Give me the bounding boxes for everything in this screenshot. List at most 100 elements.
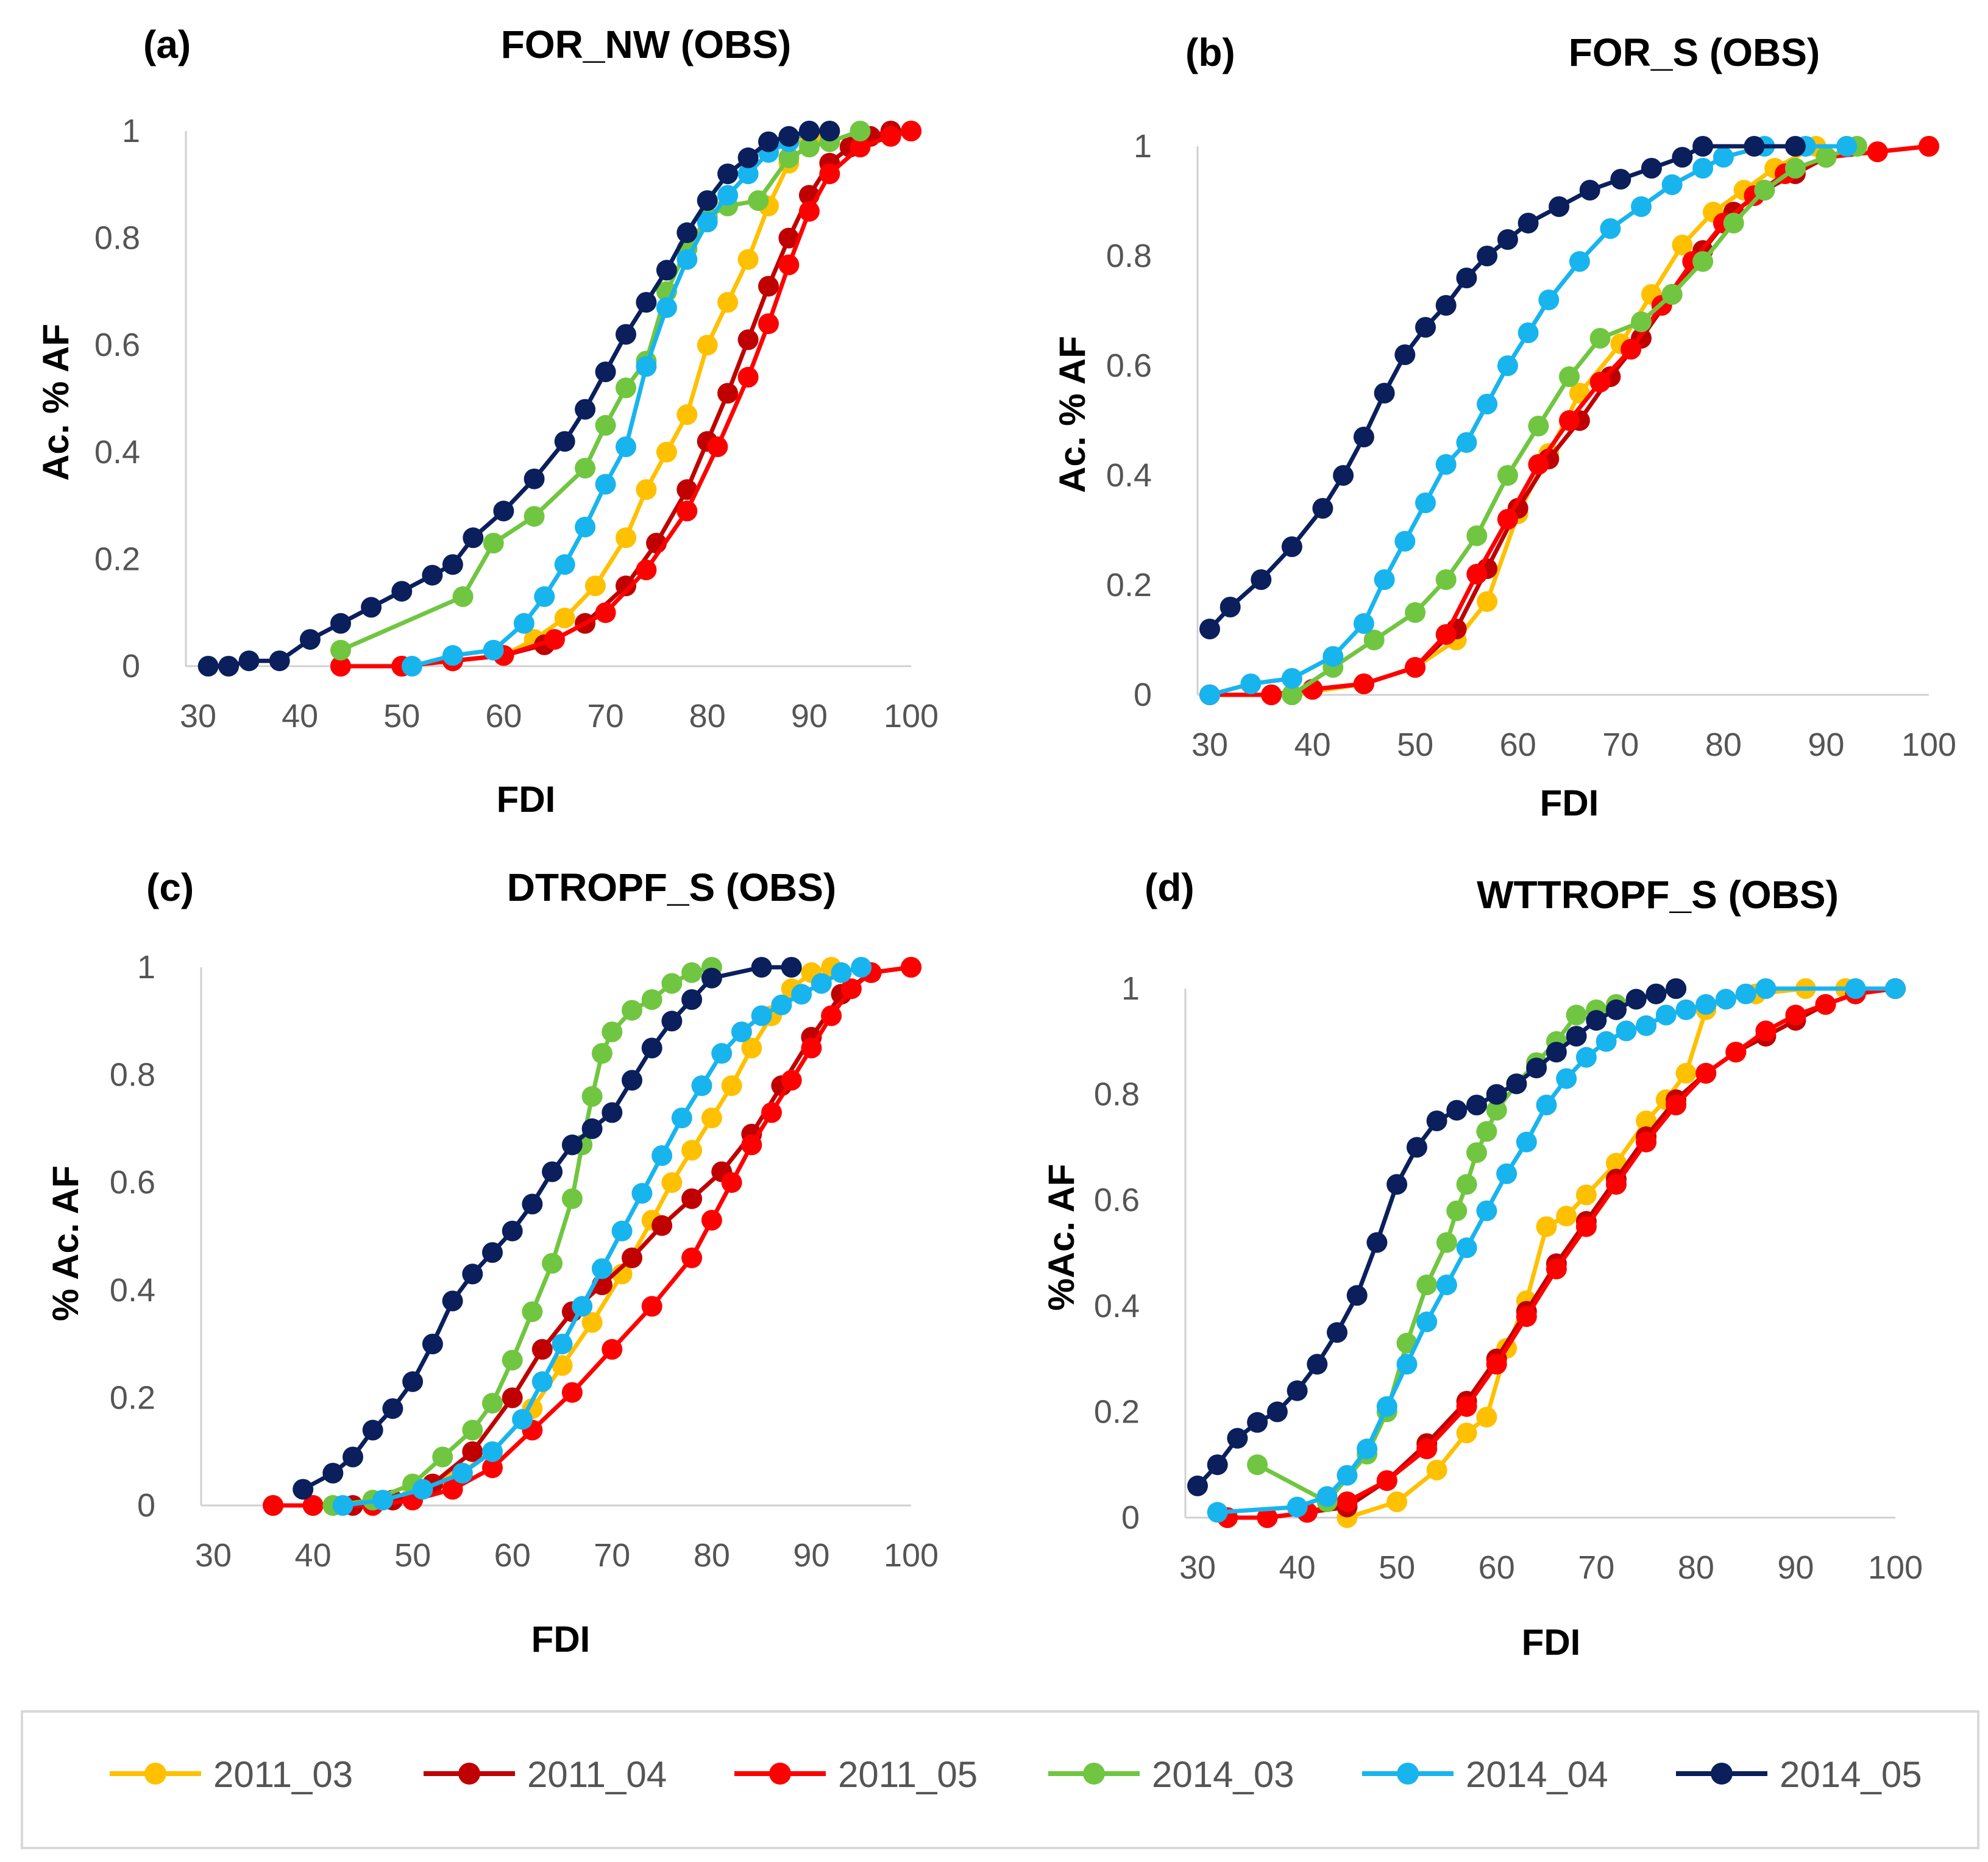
data-point-2014_05 (1744, 136, 1765, 157)
data-point-2011_05 (1405, 657, 1426, 678)
data-point-2011_05 (840, 978, 862, 1000)
y-tick-label: 0.8 (1106, 238, 1152, 274)
panel-title-b: FOR_S (OBS) (1569, 30, 1820, 74)
data-point-2014_05 (1366, 1232, 1388, 1253)
data-point-2014_03 (1784, 158, 1806, 179)
data-point-2014_05 (1281, 536, 1302, 557)
data-point-2014_03 (1816, 147, 1837, 168)
data-point-2014_04 (1575, 1046, 1597, 1068)
data-point-2011_05 (1621, 339, 1642, 360)
y-axis-title-c: % Ac. AF (45, 1165, 86, 1321)
panel-label-c: (c) (146, 865, 194, 909)
data-point-2014_04 (1415, 492, 1436, 513)
plot-area-c: 30 40 50 60 70 80 90 100 0 0.2 0.4 0.6 0.8 1 (110, 949, 939, 1574)
data-point-2014_05 (197, 656, 219, 677)
data-point-2011_04 (502, 1387, 523, 1409)
data-point-2014_05 (463, 527, 484, 549)
data-point-2011_05 (721, 1172, 742, 1193)
data-point-2014_05 (758, 131, 779, 152)
data-point-2014_05 (1477, 246, 1498, 266)
y-tick-label: 0.6 (94, 327, 140, 363)
data-point-2011_04 (717, 383, 739, 404)
data-point-2014_04 (1692, 158, 1714, 179)
x-tick-label: 60 (1479, 1549, 1515, 1586)
data-point-2014_04 (1357, 1438, 1378, 1460)
series-line-2011_03 (1291, 144, 1847, 697)
data-point-2014_03 (661, 973, 683, 994)
data-point-2011_05 (801, 1037, 822, 1059)
data-point-2011_03 (681, 1140, 703, 1161)
data-point-2014_05 (1346, 1285, 1368, 1306)
legend-item-2011_05: 2011_05 (734, 1754, 978, 1795)
legend-box (21, 1710, 1979, 1849)
legend-items: 2011_03 2011_04 2011_05 2014_03 2014_04 2014_… (110, 1754, 1922, 1795)
data-point-2014_03 (1466, 1142, 1487, 1164)
data-point-2014_03 (595, 414, 616, 436)
data-point-2014_03 (1559, 366, 1580, 387)
data-point-2014_03 (798, 137, 820, 158)
data-point-2014_05 (1672, 147, 1693, 168)
data-point-2014_03 (622, 1000, 642, 1021)
data-point-2014_05 (575, 399, 596, 420)
data-point-2011_05 (482, 1457, 503, 1479)
data-point-2014_05 (819, 121, 840, 141)
series-2014_04 (332, 957, 872, 1516)
data-point-2014_04 (1655, 1004, 1677, 1026)
data-point-2014_03 (641, 989, 662, 1010)
data-point-2014_05 (1312, 498, 1333, 519)
data-point-2014_05 (1692, 136, 1714, 157)
data-point-2011_05 (1606, 1174, 1627, 1195)
data-point-2014_04 (1353, 613, 1374, 634)
data-point-2011_03 (656, 441, 677, 463)
series-2011_03 (391, 121, 840, 677)
x-tick-label: 80 (1705, 727, 1742, 763)
series-2014_03 (1281, 136, 1867, 705)
x-tick-label: 30 (195, 1537, 232, 1574)
data-point-2014_04 (656, 297, 677, 318)
series-2014_05 (197, 121, 840, 677)
data-point-2014_05 (330, 613, 351, 634)
data-point-2014_04 (1337, 1465, 1358, 1486)
data-point-2011_03 (1426, 1459, 1447, 1480)
legend-swatch-marker (144, 1763, 166, 1785)
data-point-2011_03 (1456, 1423, 1477, 1444)
data-point-2014_04 (554, 554, 575, 575)
series-2014_04 (1207, 978, 1906, 1523)
data-point-2014_05 (542, 1161, 563, 1182)
data-point-2011_04 (616, 575, 636, 597)
data-point-2014_04 (737, 163, 759, 185)
data-point-2014_04 (1199, 684, 1220, 705)
data-point-2014_05 (1327, 1322, 1347, 1343)
data-point-2014_05 (1645, 983, 1667, 1004)
data-point-2014_03 (1446, 1200, 1468, 1221)
data-point-2014_05 (524, 468, 545, 489)
data-point-2014_03 (462, 1420, 483, 1441)
y-tick-label: 1 (122, 113, 140, 149)
data-point-2014_04 (412, 1479, 433, 1500)
x-axis-title-a: FDI (497, 779, 556, 820)
data-point-2014_04 (691, 1075, 712, 1096)
data-point-2011_03 (1575, 1184, 1597, 1206)
data-point-2011_03 (581, 1312, 603, 1333)
x-tick-label: 40 (295, 1537, 332, 1574)
legend-label: 2014_03 (1152, 1754, 1294, 1795)
legend-label: 2011_05 (838, 1754, 978, 1795)
x-tick-label: 80 (694, 1537, 730, 1574)
data-point-2014_04 (1845, 978, 1866, 999)
data-point-2014_04 (1477, 394, 1498, 414)
data-point-2014_05 (1486, 1084, 1507, 1105)
x-tick-label: 40 (282, 698, 318, 734)
data-point-2014_03 (1661, 284, 1683, 305)
data-point-2011_05 (1435, 624, 1457, 645)
legend-label: 2011_03 (213, 1754, 353, 1795)
data-point-2011_03 (1477, 591, 1498, 612)
data-point-2014_04 (1735, 983, 1756, 1004)
data-point-2011_05 (1456, 1396, 1477, 1417)
data-point-2014_04 (1456, 432, 1477, 453)
panel-b: (b) FOR_S (OBS) 30 40 50 60 70 80 90 100 0 0.2 0.4… (1052, 30, 1956, 823)
data-point-2014_04 (1631, 196, 1652, 217)
data-point-2011_05 (602, 1338, 623, 1360)
legend-label: 2014_04 (1466, 1754, 1608, 1795)
data-point-2014_04 (1476, 1200, 1497, 1221)
data-point-2014_05 (482, 1242, 503, 1263)
